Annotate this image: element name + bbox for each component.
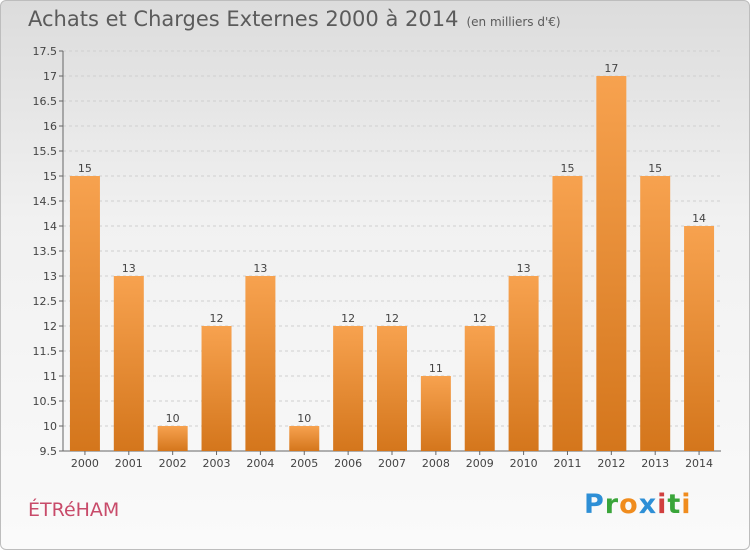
bar — [69, 176, 100, 451]
x-tick-label: 2013 — [641, 457, 669, 470]
axes: 9.5 10 10.5 11 11.5 12 12.5 13 13.5 14 14.5 15 15.5 1… — [33, 45, 721, 470]
y-tick-label: 14 — [43, 220, 57, 233]
bar-value-label: 13 — [253, 262, 267, 275]
logo-letter: i — [681, 489, 692, 520]
bar — [157, 426, 188, 451]
logo-letter: P — [584, 489, 605, 520]
x-tick-label: 2009 — [466, 457, 494, 470]
data-labels: 15 13 10 12 13 10 12 12 11 12 13 15 17 15 14 — [78, 62, 706, 425]
x-tick-label: 2004 — [246, 457, 274, 470]
bar — [333, 326, 364, 451]
bar-value-label: 10 — [166, 412, 180, 425]
logo-letter: r — [604, 489, 620, 520]
x-tick-label: 2005 — [290, 457, 318, 470]
y-tick-label: 13 — [43, 270, 57, 283]
x-tick-label: 2011 — [553, 457, 581, 470]
bar-value-label: 15 — [648, 162, 662, 175]
x-tick-label: 2006 — [334, 457, 362, 470]
y-tick-label: 15 — [43, 170, 57, 183]
y-tick-label: 11.5 — [33, 345, 58, 358]
bar-value-label: 11 — [429, 362, 443, 375]
y-tick-label: 13.5 — [33, 245, 58, 258]
bar — [508, 276, 539, 451]
bar — [245, 276, 276, 451]
bar — [377, 326, 407, 451]
bar — [201, 326, 232, 451]
bar-value-label: 15 — [560, 162, 574, 175]
y-tick-label: 9.5 — [40, 445, 58, 458]
y-tick-label: 15.5 — [33, 145, 58, 158]
bar-value-label: 12 — [210, 312, 224, 325]
x-tick-label: 2012 — [597, 457, 625, 470]
y-tick-label: 10 — [43, 420, 57, 433]
bar — [552, 176, 583, 451]
chart-title-text: Achats et Charges Externes 2000 à 2014 — [28, 7, 459, 31]
y-tick-label: 12.5 — [33, 295, 58, 308]
x-tick-label: 2002 — [159, 457, 187, 470]
commune-name: ÉTRéHAM — [28, 499, 120, 521]
y-tick-label: 10.5 — [33, 395, 58, 408]
bar-value-label: 13 — [517, 262, 531, 275]
bar — [596, 76, 627, 451]
y-tick-label: 16 — [43, 120, 57, 133]
bar-value-label: 12 — [341, 312, 355, 325]
bar-value-label: 15 — [78, 162, 92, 175]
x-tick-label: 2008 — [422, 457, 450, 470]
y-tick-label: 12 — [43, 320, 57, 333]
bar — [289, 426, 320, 451]
bars — [69, 76, 715, 451]
bar — [420, 376, 451, 451]
bar-value-label: 13 — [122, 262, 136, 275]
x-tick-label: 2014 — [685, 457, 713, 470]
bar-value-label: 12 — [385, 312, 399, 325]
y-tick-label: 17 — [43, 70, 57, 83]
bar — [113, 276, 144, 451]
logo-letter: i — [657, 489, 668, 520]
x-tick-label: 2001 — [115, 457, 143, 470]
x-tick-label: 2000 — [71, 457, 99, 470]
bar-value-label: 12 — [473, 312, 487, 325]
chart-title: Achats et Charges Externes 2000 à 2014 (e… — [28, 7, 561, 31]
bar — [684, 226, 715, 451]
logo-letter: x — [638, 489, 658, 520]
bar-value-label: 14 — [692, 212, 706, 225]
logo-letter: o — [619, 489, 639, 520]
y-tick-label: 14.5 — [33, 195, 58, 208]
y-tick-label: 11 — [43, 370, 57, 383]
x-tick-label: 2003 — [203, 457, 231, 470]
bar — [640, 176, 671, 451]
bar-value-label: 17 — [604, 62, 618, 75]
y-tick-label: 16.5 — [33, 95, 58, 108]
x-tick-label: 2007 — [378, 457, 406, 470]
y-tick-label: 17.5 — [33, 45, 58, 58]
logo-letter: t — [667, 489, 682, 520]
proxiti-logo: Proxiti — [584, 489, 692, 520]
bar-value-label: 10 — [297, 412, 311, 425]
bar — [464, 326, 495, 451]
x-tick-label: 2010 — [510, 457, 538, 470]
chart-unit: (en milliers d'€) — [466, 15, 561, 29]
